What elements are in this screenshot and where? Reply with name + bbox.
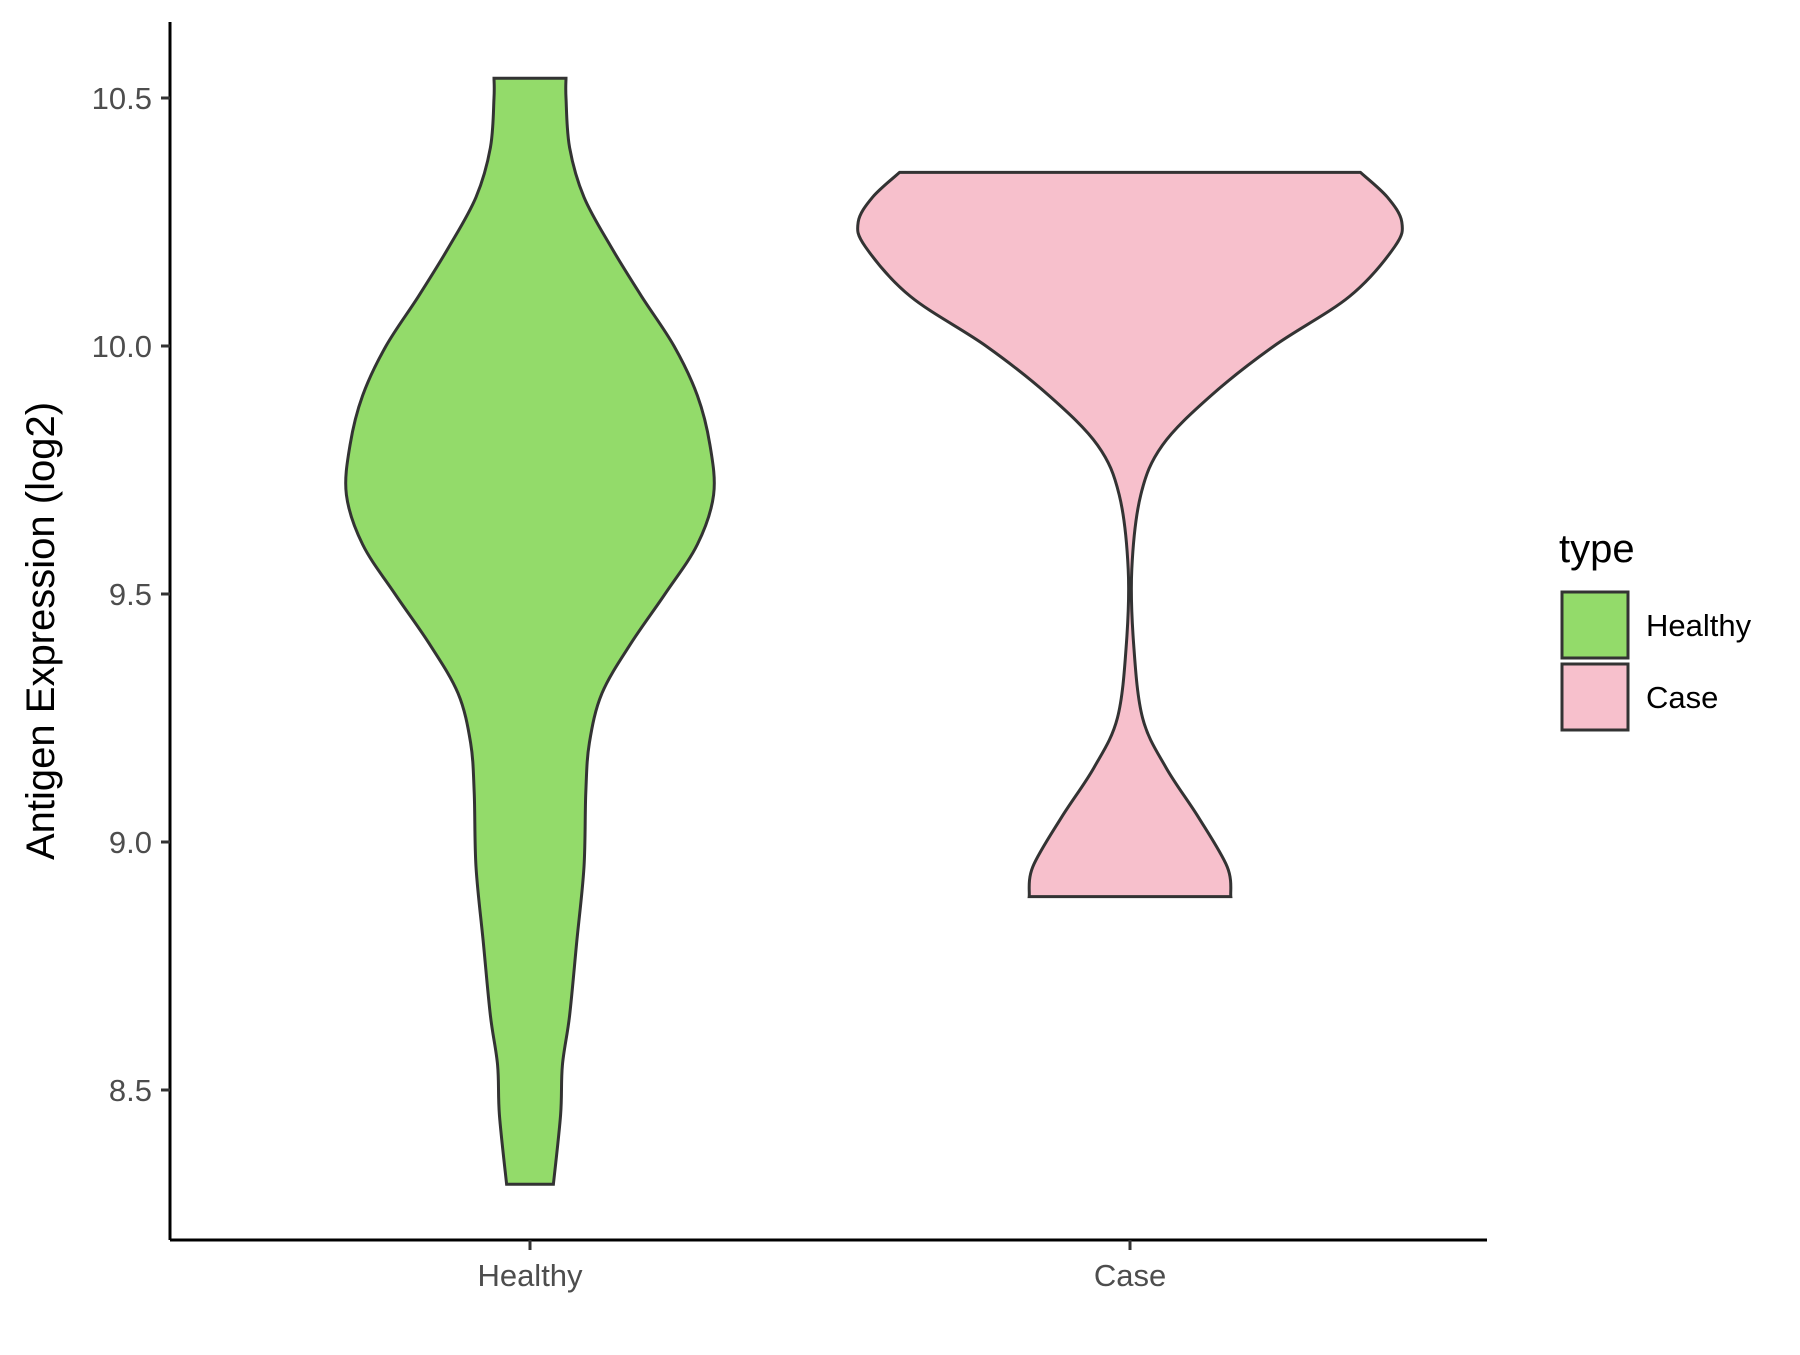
y-tick-label: 10.0	[92, 329, 152, 364]
violin-case	[856, 170, 1404, 899]
legend-key-case	[1560, 662, 1630, 732]
y-axis-title: Antigen Expression (log2)	[19, 402, 63, 860]
legend-label: Case	[1646, 680, 1718, 715]
y-tick-label: 8.5	[109, 1073, 152, 1108]
x-tick-label: Healthy	[477, 1258, 583, 1293]
x-ticks: Healthy Case	[477, 1240, 1166, 1293]
axes: 8.5 9.0 9.5 10.0 10.5 Healthy Case Antigen Ex…	[19, 22, 1487, 1293]
x-tick-label: Case	[1094, 1258, 1166, 1293]
legend-entries: Healthy Case	[1560, 590, 1752, 732]
legend-label: Healthy	[1646, 608, 1752, 643]
y-tick-label: 9.5	[109, 577, 152, 612]
y-tick-label: 10.5	[92, 81, 152, 116]
legend-key-healthy	[1560, 590, 1630, 660]
violin-layer	[344, 76, 1404, 1186]
violin-healthy	[344, 76, 716, 1186]
legend: type Healthy Case	[1559, 527, 1752, 732]
y-ticks: 8.5 9.0 9.5 10.0 10.5	[92, 81, 170, 1108]
legend-title: type	[1559, 527, 1635, 571]
y-tick-label: 9.0	[109, 825, 152, 860]
